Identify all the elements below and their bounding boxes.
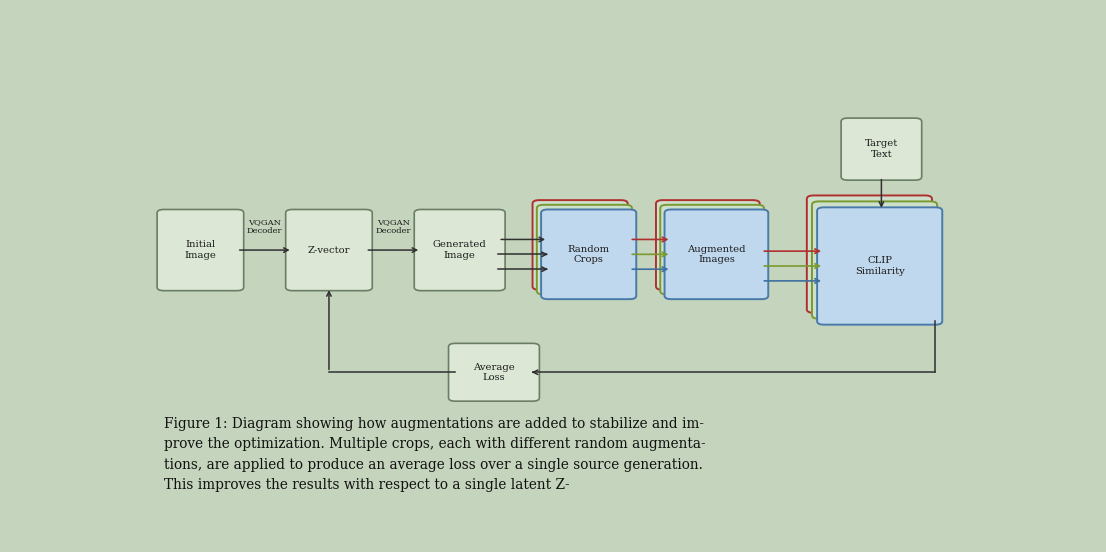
- FancyBboxPatch shape: [841, 118, 921, 180]
- FancyBboxPatch shape: [536, 205, 632, 294]
- Text: Z-vector: Z-vector: [307, 246, 351, 254]
- FancyBboxPatch shape: [665, 209, 769, 299]
- Text: This improves the results with respect to a single latent Z-: This improves the results with respect t…: [164, 478, 570, 492]
- FancyBboxPatch shape: [806, 195, 932, 313]
- Text: VQGAN
Decoder: VQGAN Decoder: [247, 218, 282, 235]
- FancyBboxPatch shape: [541, 209, 636, 299]
- FancyBboxPatch shape: [812, 201, 937, 319]
- Text: Generated
Image: Generated Image: [432, 240, 487, 260]
- FancyBboxPatch shape: [285, 209, 373, 291]
- FancyBboxPatch shape: [415, 209, 505, 291]
- FancyBboxPatch shape: [449, 343, 540, 401]
- Text: Augmented
Images: Augmented Images: [687, 245, 745, 264]
- FancyBboxPatch shape: [656, 200, 760, 290]
- FancyBboxPatch shape: [533, 200, 628, 290]
- Text: Figure 1: Diagram showing how augmentations are added to stabilize and im-: Figure 1: Diagram showing how augmentati…: [164, 417, 703, 431]
- FancyBboxPatch shape: [157, 209, 243, 291]
- Text: CLIP
Similarity: CLIP Similarity: [855, 256, 905, 275]
- Text: Target
Text: Target Text: [865, 140, 898, 159]
- Text: Average
Loss: Average Loss: [473, 363, 514, 382]
- Text: VQGAN
Decoder: VQGAN Decoder: [376, 218, 411, 235]
- FancyBboxPatch shape: [817, 208, 942, 325]
- Text: Initial
Image: Initial Image: [185, 240, 217, 260]
- Text: prove the optimization. Multiple crops, each with different random augmenta-: prove the optimization. Multiple crops, …: [164, 437, 706, 452]
- FancyBboxPatch shape: [660, 205, 764, 294]
- Text: tions, are applied to produce an average loss over a single source generation.: tions, are applied to produce an average…: [164, 458, 702, 472]
- Text: Random
Crops: Random Crops: [567, 245, 609, 264]
